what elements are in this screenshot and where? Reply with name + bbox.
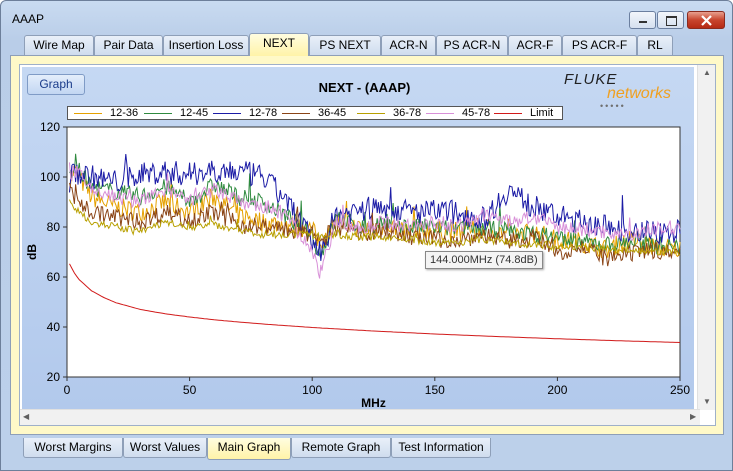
tab-acr-n[interactable]: ACR-N <box>381 35 436 55</box>
tab-content: Graph NEXT - (AAAP) FLUKE networks •••••… <box>10 55 724 435</box>
measurement-tabs: Wire Map Pair Data Insertion Loss NEXT PS NE… <box>10 33 724 56</box>
window-title: AAAP <box>12 12 45 26</box>
tab-acr-f[interactable]: ACR-F <box>508 35 562 55</box>
scroll-right-icon[interactable]: ▶ <box>690 412 697 421</box>
tab-wire-map[interactable]: Wire Map <box>24 35 94 55</box>
legend-label: 36-78 <box>393 107 422 119</box>
x-tick-label: 200 <box>547 383 567 397</box>
scroll-down-icon[interactable]: ▼ <box>703 397 711 406</box>
tab-ps-acr-f[interactable]: PS ACR-F <box>562 35 637 55</box>
legend-label: 12-36 <box>110 107 139 119</box>
tab-worst-values[interactable]: Worst Values <box>123 438 207 458</box>
legend-swatch <box>282 113 310 114</box>
series-line-Limit <box>69 263 681 343</box>
legend-swatch <box>74 113 102 114</box>
tab-main-graph[interactable]: Main Graph <box>207 438 291 460</box>
title-bar[interactable]: AAAP <box>1 1 732 33</box>
maximize-button[interactable] <box>657 11 684 29</box>
series-line-45-78 <box>69 162 681 279</box>
scroll-up-icon[interactable]: ▲ <box>703 68 711 77</box>
y-tick-label: 100 <box>40 170 60 184</box>
legend-swatch <box>426 113 454 114</box>
x-tick-label: 150 <box>425 383 445 397</box>
tab-rl[interactable]: RL <box>637 35 673 55</box>
graph-area: Graph NEXT - (AAAP) FLUKE networks •••••… <box>19 64 716 426</box>
maximize-icon <box>666 16 677 26</box>
y-tick-label: 20 <box>47 370 61 384</box>
cursor-tooltip: 144.000MHz (74.8dB) <box>425 251 543 269</box>
tab-pair-data[interactable]: Pair Data <box>94 35 163 55</box>
tab-ps-acr-n[interactable]: PS ACR-N <box>436 35 508 55</box>
tab-remote-graph[interactable]: Remote Graph <box>291 438 391 458</box>
y-axis-label: dB <box>25 244 39 260</box>
tab-next[interactable]: NEXT <box>249 33 309 56</box>
graph-button[interactable]: Graph <box>27 74 85 95</box>
horizontal-scrollbar[interactable]: ◀ ▶ <box>20 409 700 425</box>
y-tick-label: 80 <box>47 220 61 234</box>
tab-ps-next[interactable]: PS NEXT <box>309 35 381 55</box>
close-button[interactable] <box>687 11 725 29</box>
chart-title: NEXT - (AAAP) <box>318 80 411 95</box>
legend-label: 12-45 <box>180 107 209 119</box>
legend-label: 45-78 <box>462 107 491 119</box>
networks-logo: networks <box>607 85 672 102</box>
legend-swatch <box>494 113 522 114</box>
y-tick-label: 120 <box>40 120 60 134</box>
minimize-icon <box>639 21 647 23</box>
legend-label: Limit <box>530 107 554 119</box>
legend-swatch <box>357 113 385 114</box>
x-tick-label: 50 <box>183 383 197 397</box>
series-line-36-78 <box>69 199 681 256</box>
x-tick-label: 100 <box>302 383 322 397</box>
legend-swatch <box>144 113 172 114</box>
tab-test-information[interactable]: Test Information <box>391 438 491 458</box>
legend-label: 12-78 <box>249 107 278 119</box>
view-tabs: Worst Margins Worst Values Main Graph Remot… <box>10 438 724 460</box>
plot-area <box>66 126 681 378</box>
x-axis-label: MHz <box>361 396 386 410</box>
close-icon <box>701 15 712 26</box>
vertical-scrollbar[interactable]: ▲ ▼ <box>697 65 715 410</box>
x-tick-label: 250 <box>670 383 690 397</box>
y-tick-label: 40 <box>47 320 61 334</box>
graph-panel: Graph NEXT - (AAAP) FLUKE networks •••••… <box>22 67 694 410</box>
legend-swatch <box>213 113 241 114</box>
legend-label: 36-45 <box>318 107 347 119</box>
y-tick-label: 60 <box>47 270 61 284</box>
tab-insertion-loss[interactable]: Insertion Loss <box>163 35 249 55</box>
series-line-12-78 <box>69 153 681 261</box>
scroll-left-icon[interactable]: ◀ <box>23 412 30 421</box>
minimize-button[interactable] <box>629 11 656 29</box>
fluke-logo: FLUKE <box>564 71 618 88</box>
chart-legend: 12-36 12-45 12-78 36-45 36-78 45-78 Limit <box>67 106 563 120</box>
logo-dots: ••••• <box>600 101 626 111</box>
tab-worst-margins[interactable]: Worst Margins <box>23 438 123 458</box>
series-line-36-45 <box>69 182 681 267</box>
x-tick-label: 0 <box>64 383 71 397</box>
next-chart[interactable]: 0 50 100 150 200 250 20 40 60 80 100 120 MHz dB <box>22 67 694 410</box>
